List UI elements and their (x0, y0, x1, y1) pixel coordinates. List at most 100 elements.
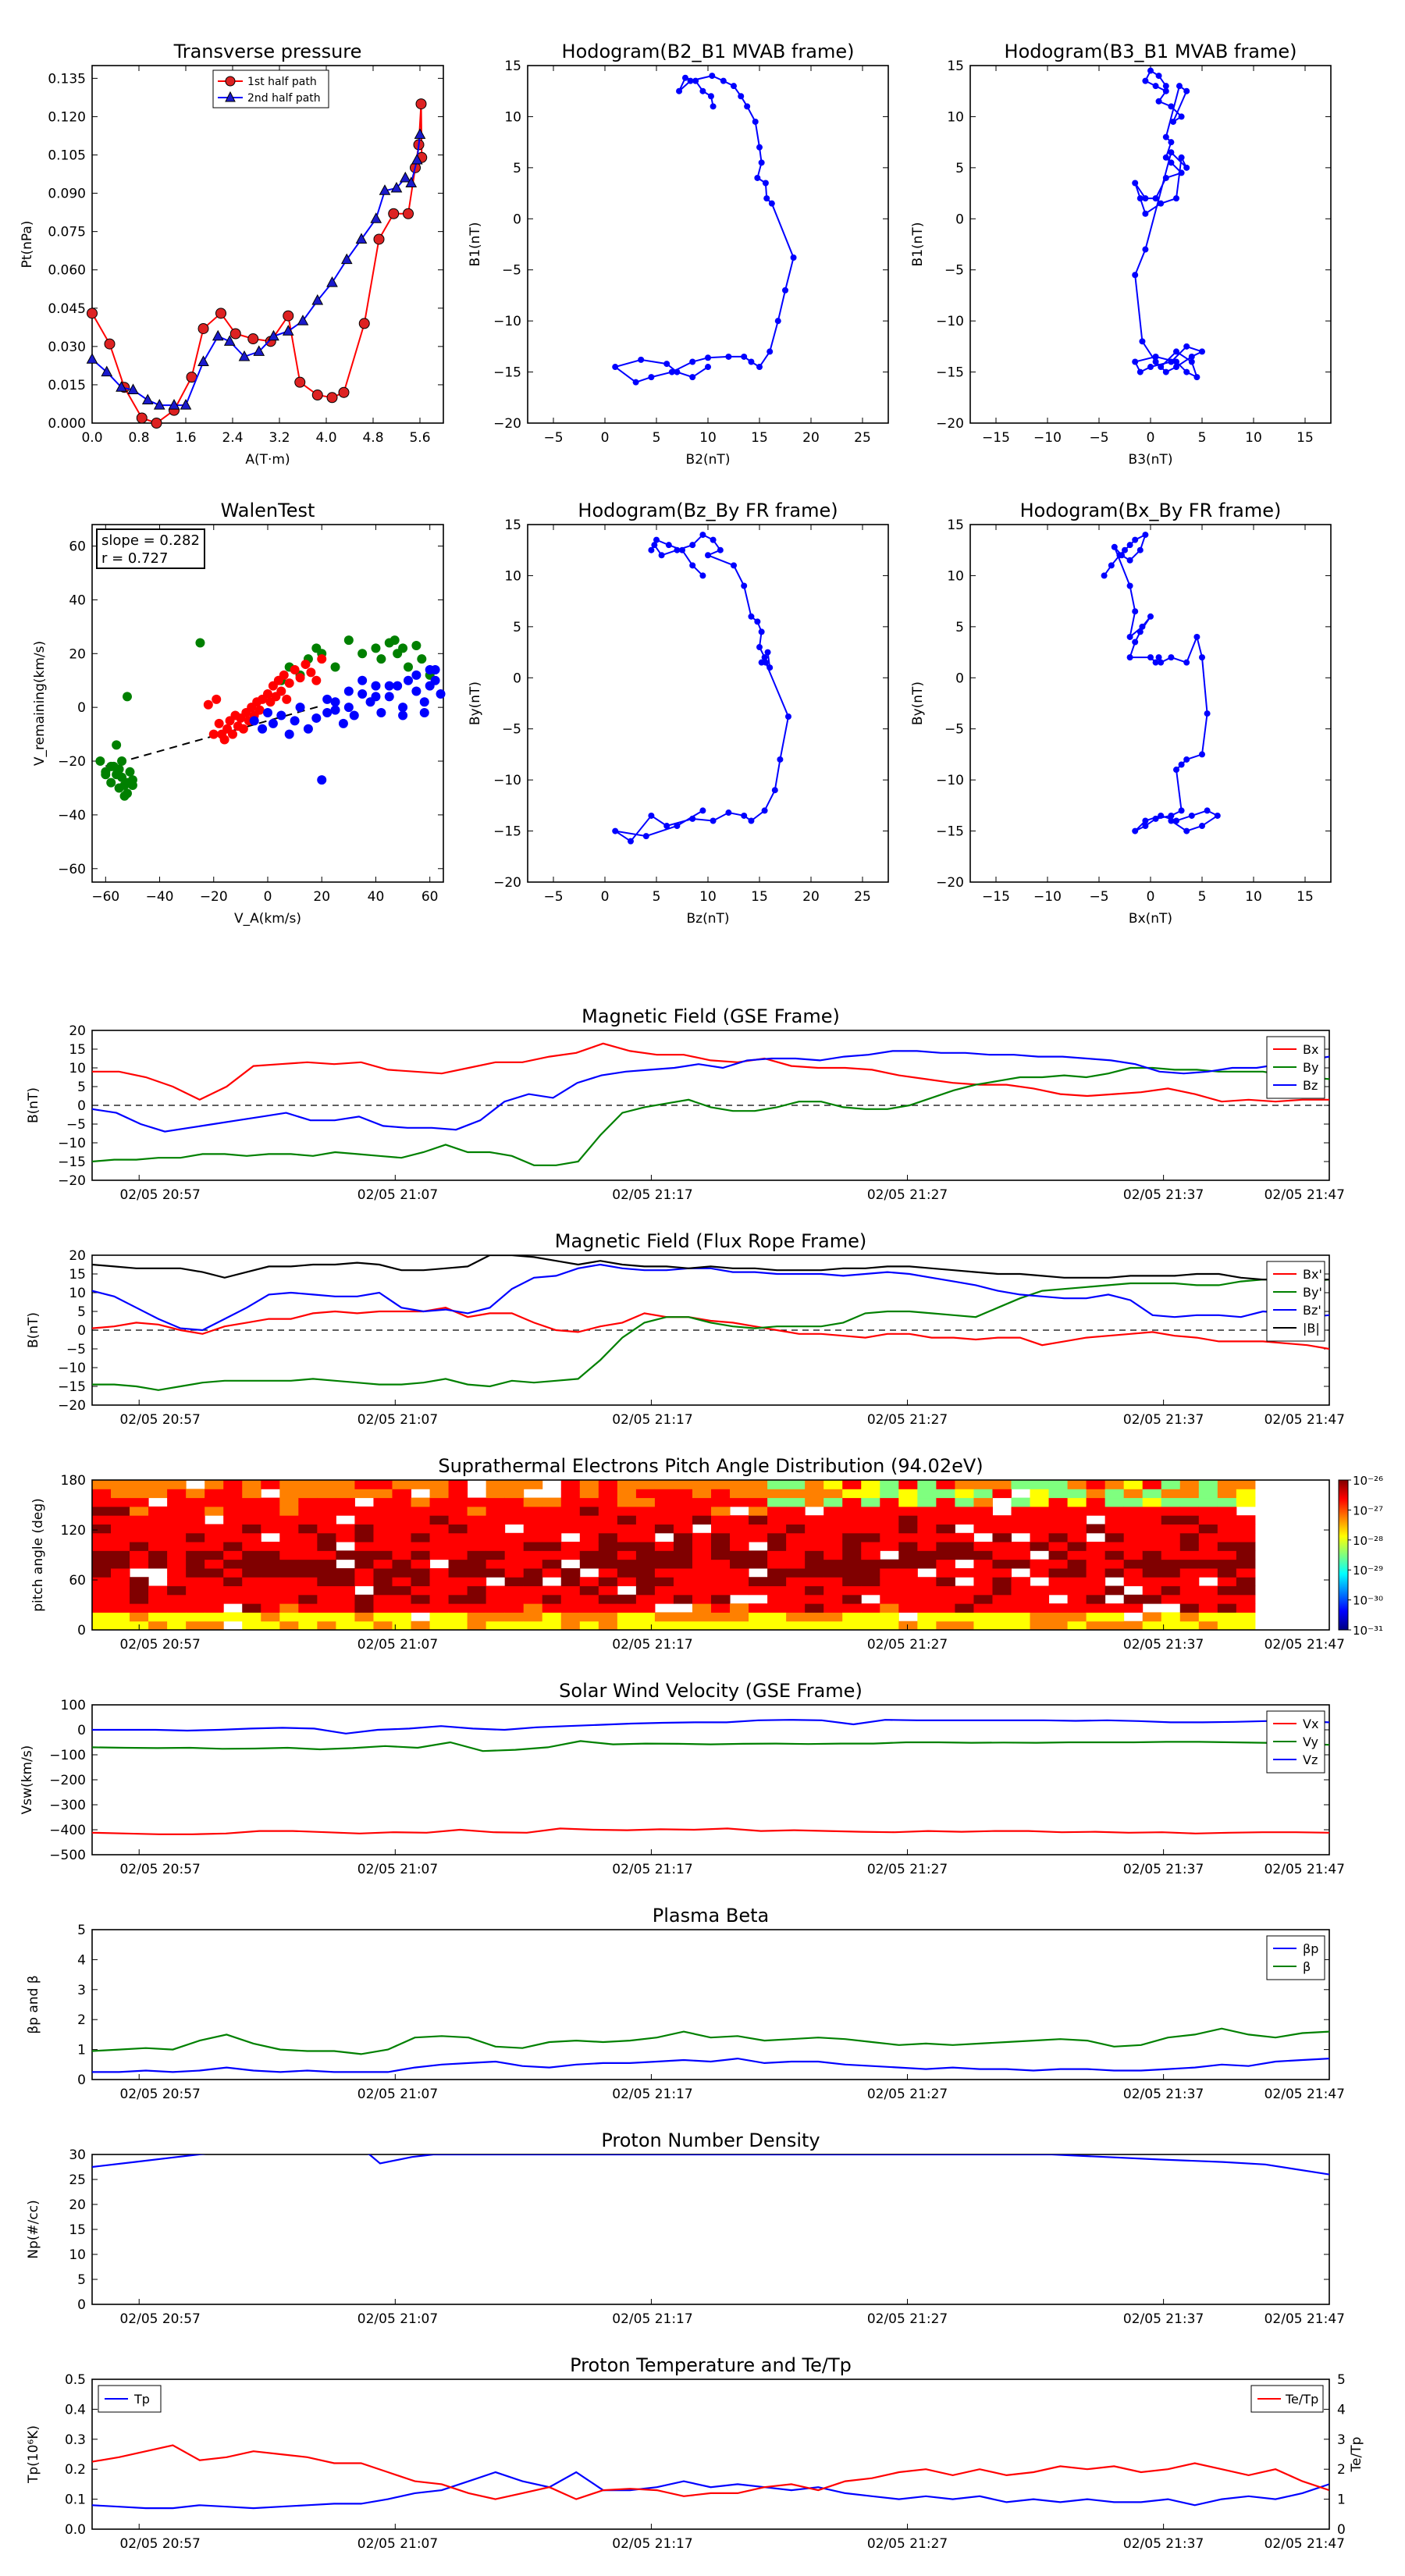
hodogram-line (614, 533, 790, 843)
heatmap-cell (1236, 1480, 1256, 1489)
heatmap-cell (598, 1524, 618, 1534)
heatmap-cell (861, 1497, 880, 1507)
hodogram-point (763, 195, 770, 202)
heatmap-cell (861, 1585, 880, 1596)
heatmap-cell (298, 1612, 318, 1622)
heatmap-cell (711, 1497, 731, 1507)
hodogram-point (784, 713, 791, 720)
heatmap-cell (317, 1612, 336, 1622)
heatmap-cell (786, 1550, 806, 1560)
heatmap-cell (1011, 1542, 1031, 1551)
scatter-point (322, 708, 333, 718)
heatmap-cell (823, 1542, 843, 1551)
heatmap-cell (823, 1515, 843, 1525)
heatmap-cell (1011, 1480, 1031, 1489)
heatmap-cell (749, 1559, 768, 1569)
heatmap-cell (205, 1550, 224, 1560)
x-tick-label: −5 (543, 430, 563, 446)
heatmap-cell (261, 1603, 280, 1613)
hodogram-point (1178, 169, 1185, 176)
legend-label: Bz (1303, 1078, 1318, 1093)
time-tick-label: 02/05 21:47 (1264, 2311, 1345, 2327)
heatmap-cell (692, 1497, 712, 1507)
heatmap-cell (167, 1585, 187, 1596)
heatmap-cell (92, 1550, 112, 1560)
heatmap-cell (205, 1577, 224, 1587)
heatmap-cell (1161, 1542, 1181, 1551)
heatmap-cell (635, 1577, 656, 1587)
heatmap-cell (805, 1532, 824, 1542)
heatmap-cell (317, 1567, 336, 1578)
panel-title: Proton Number Density (601, 2129, 820, 2151)
heatmap-cell (1086, 1497, 1106, 1507)
heatmap-cell (635, 1506, 656, 1516)
heatmap-cell (936, 1515, 955, 1525)
heatmap-cell (130, 1594, 149, 1604)
heatmap-cell (92, 1515, 112, 1525)
heatmap-cell (1161, 1532, 1181, 1542)
heatmap-cell (205, 1506, 224, 1516)
y-tick-label: 20 (69, 1023, 86, 1039)
heatmap-cell (617, 1550, 637, 1560)
hodogram-point (720, 77, 727, 84)
heatmap-cell (955, 1480, 974, 1489)
hodogram-point (1183, 87, 1190, 94)
heatmap-cell (955, 1497, 974, 1507)
panel-walen: WalenTestV_A(km/s)V_remaining(km/s)−60−4… (32, 500, 446, 927)
heatmap-cell (486, 1532, 506, 1542)
heatmap-cell (635, 1550, 656, 1560)
heatmap-cell (411, 1550, 431, 1560)
heatmap-cell (317, 1559, 336, 1569)
data-point (136, 412, 148, 424)
heatmap-cell (1236, 1515, 1256, 1525)
heatmap-cell (973, 1577, 993, 1587)
hodogram-point (767, 664, 774, 671)
heatmap-cell (711, 1621, 731, 1631)
heatmap-cell (692, 1550, 712, 1560)
y-tick-label: 0 (77, 1323, 86, 1339)
y-axis-label: Tp(10⁶K) (26, 2425, 41, 2484)
hodogram-point (663, 361, 670, 368)
series-line-Bx (92, 1042, 1329, 1103)
scatter-point (343, 686, 354, 696)
heatmap-cell (635, 1489, 656, 1499)
heatmap-cell (654, 1612, 674, 1622)
scatter-point (123, 788, 132, 799)
scatter-point (290, 664, 300, 674)
hodogram-point (790, 254, 797, 262)
heatmap-cell (1030, 1506, 1050, 1516)
heatmap-cell (861, 1567, 880, 1578)
heatmap-cell (1086, 1585, 1106, 1596)
heatmap-cell (823, 1603, 843, 1613)
axes-frame (91, 1479, 1330, 1631)
heatmap-cell (1048, 1550, 1069, 1560)
heatmap-cell (936, 1550, 955, 1560)
scatter-point (228, 729, 237, 739)
time-tick-label: 02/05 20:57 (119, 1187, 200, 1203)
heatmap-cell (861, 1550, 880, 1560)
heatmap-cell (486, 1612, 506, 1622)
series-group (92, 1255, 1329, 1391)
y-tick-label: 4 (77, 1952, 86, 1968)
panel-title: Transverse pressure (173, 41, 362, 62)
heatmap-cell (354, 1559, 374, 1569)
heatmap-cell (148, 1532, 168, 1542)
series-line-Np (92, 2154, 1329, 2176)
heatmap-cell (898, 1603, 918, 1613)
heatmap-cell (617, 1497, 637, 1507)
heatmap-cell (223, 1559, 243, 1569)
hodogram-point (1178, 154, 1185, 161)
heatmap-cell (354, 1515, 374, 1525)
heatmap-cell (336, 1577, 355, 1587)
y-tick-label: 2 (77, 2012, 86, 2028)
hodogram-point (1162, 368, 1169, 375)
heatmap-cell (992, 1542, 1012, 1551)
hodogram-point (761, 654, 768, 661)
hodogram-point (1142, 532, 1149, 539)
heatmap-cell (786, 1621, 806, 1631)
heatmap-cell (148, 1603, 168, 1613)
hodogram-point (1162, 133, 1169, 141)
scatter-point (357, 688, 368, 699)
heatmap-cell (955, 1550, 974, 1560)
heatmap-cell (823, 1532, 843, 1542)
